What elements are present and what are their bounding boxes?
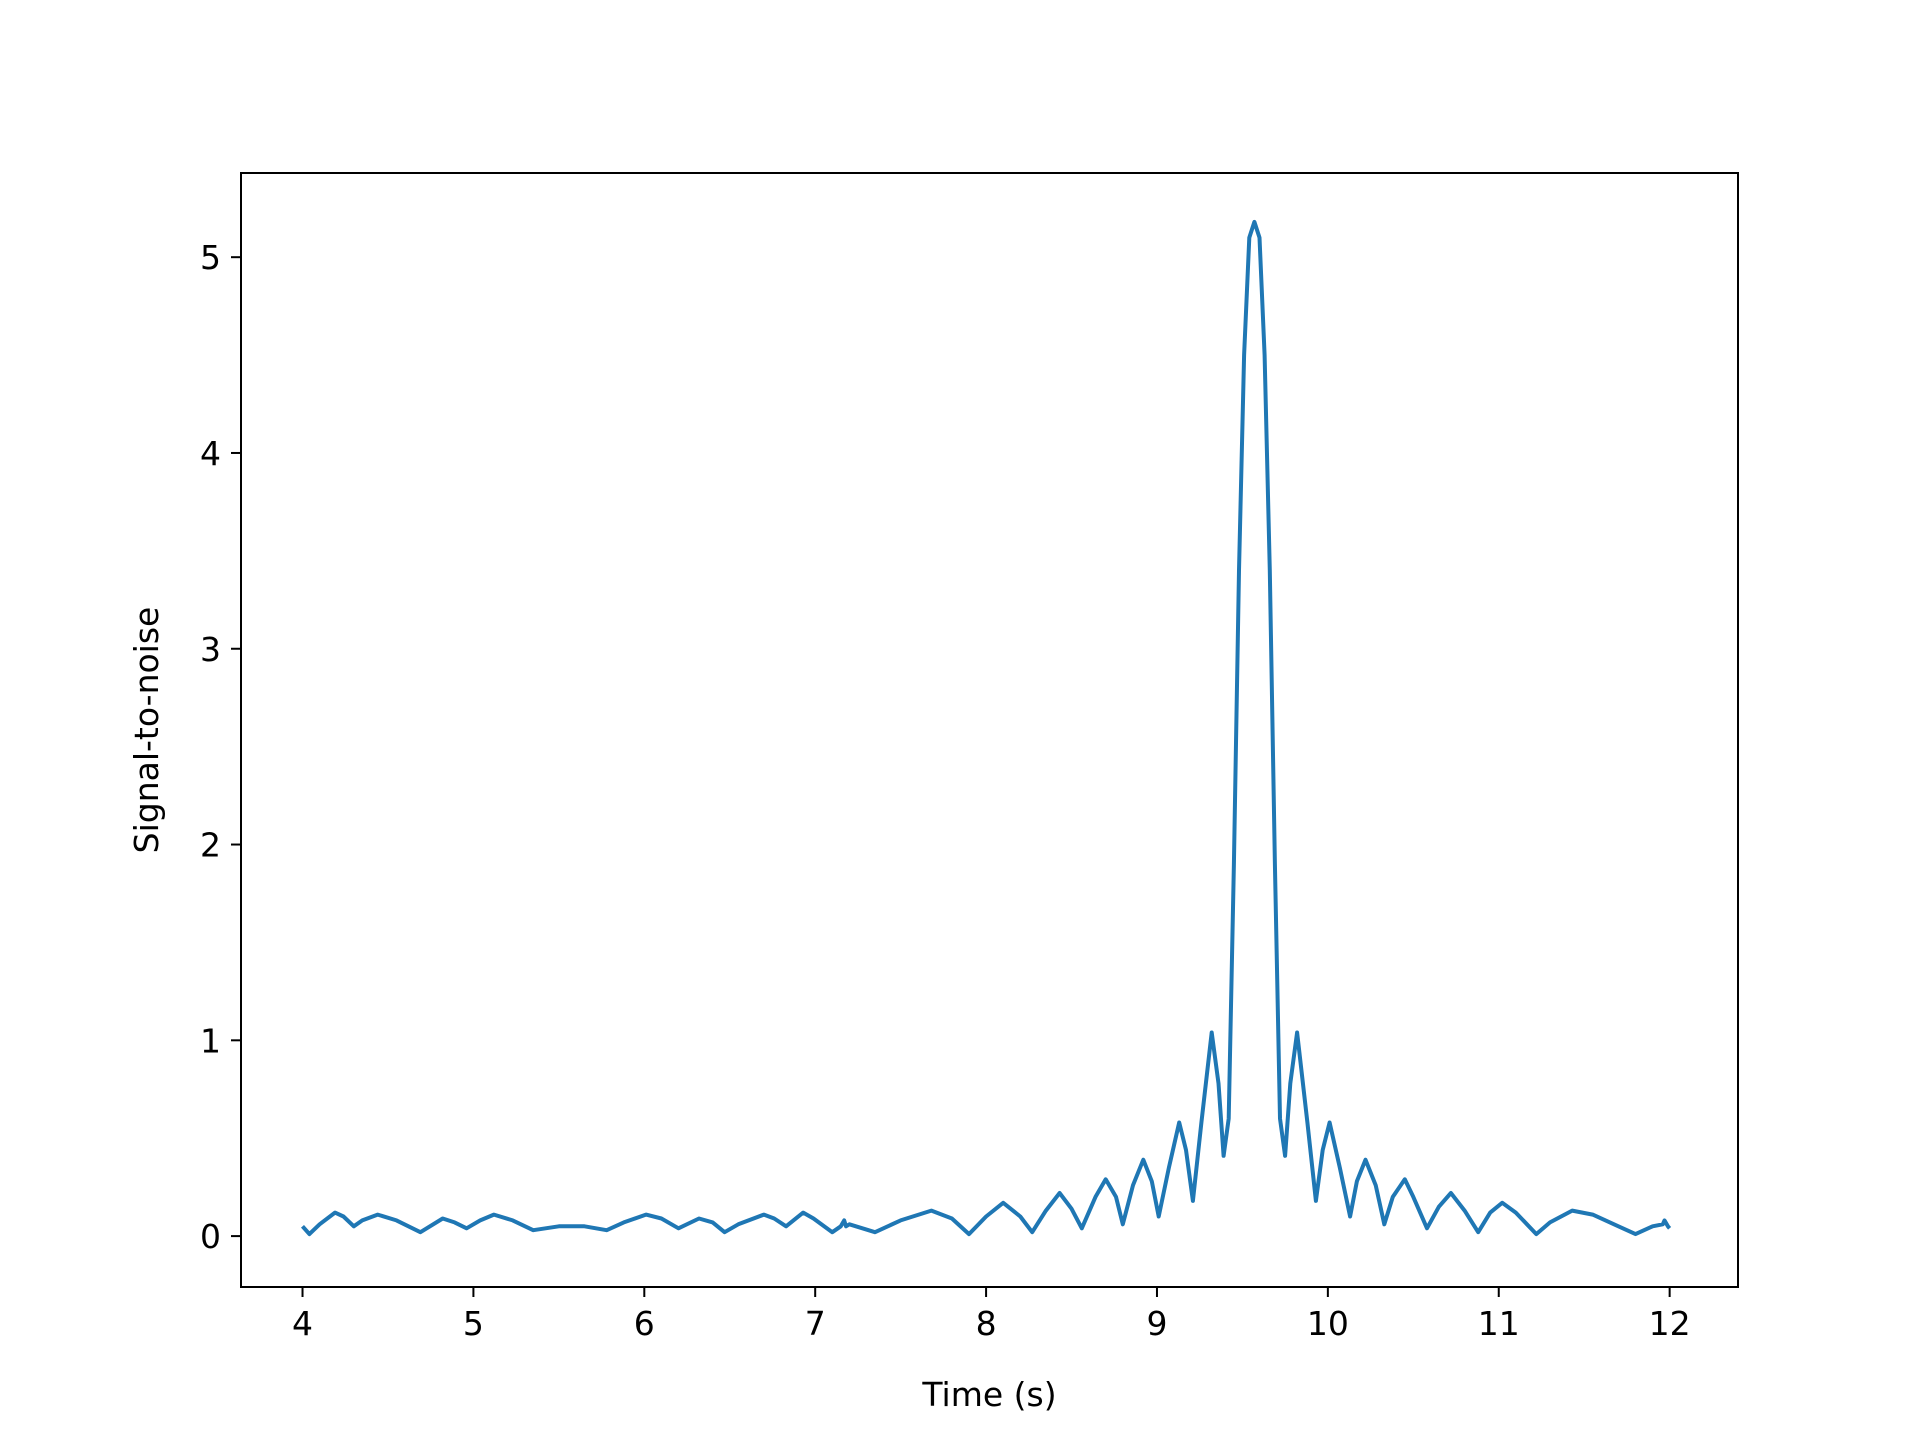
x-tick-label: 7	[805, 1304, 826, 1343]
x-axis-label: Time (s)	[921, 1375, 1056, 1414]
x-tick-label: 5	[463, 1304, 484, 1343]
series-line	[301, 219, 1672, 1237]
y-tick-label: 0	[200, 1217, 221, 1256]
x-tick-label: 11	[1478, 1304, 1520, 1343]
x-axis-ticks: 4 5 6 7 8 9 10 11 12	[292, 1287, 1691, 1343]
x-tick-label: 9	[1146, 1304, 1167, 1343]
x-tick-label: 10	[1307, 1304, 1349, 1343]
x-tick-label: 4	[292, 1304, 313, 1343]
y-tick-label: 2	[200, 826, 221, 865]
y-tick-label: 1	[200, 1021, 221, 1060]
x-tick-label: 12	[1649, 1304, 1691, 1343]
plot-area	[241, 173, 1738, 1287]
x-tick-label: 6	[634, 1304, 655, 1343]
y-tick-label: 4	[200, 434, 221, 473]
y-tick-label: 5	[200, 238, 221, 277]
y-tick-label: 3	[200, 630, 221, 669]
series-layer	[301, 219, 1672, 1237]
y-axis-label: Signal-to-noise	[127, 607, 166, 854]
axes-frame	[240, 172, 1739, 1288]
y-axis-ticks: 0 1 2 3 4 5	[200, 238, 241, 1256]
x-tick-label: 8	[976, 1304, 997, 1343]
